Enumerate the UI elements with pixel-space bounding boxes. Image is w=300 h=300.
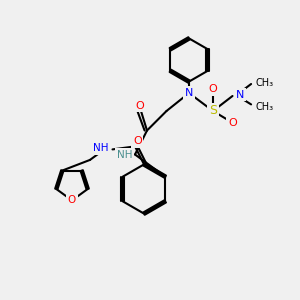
Text: O: O	[208, 84, 217, 94]
Text: NH: NH	[92, 143, 108, 153]
Text: O: O	[135, 100, 144, 111]
Text: NH: NH	[116, 149, 132, 160]
Text: CH₃: CH₃	[255, 77, 273, 88]
Text: N: N	[236, 89, 244, 100]
Text: N: N	[185, 88, 193, 98]
Text: S: S	[209, 104, 217, 118]
Text: O: O	[133, 136, 142, 146]
Text: O: O	[228, 118, 237, 128]
Text: CH₃: CH₃	[255, 101, 273, 112]
Text: O: O	[68, 195, 76, 206]
